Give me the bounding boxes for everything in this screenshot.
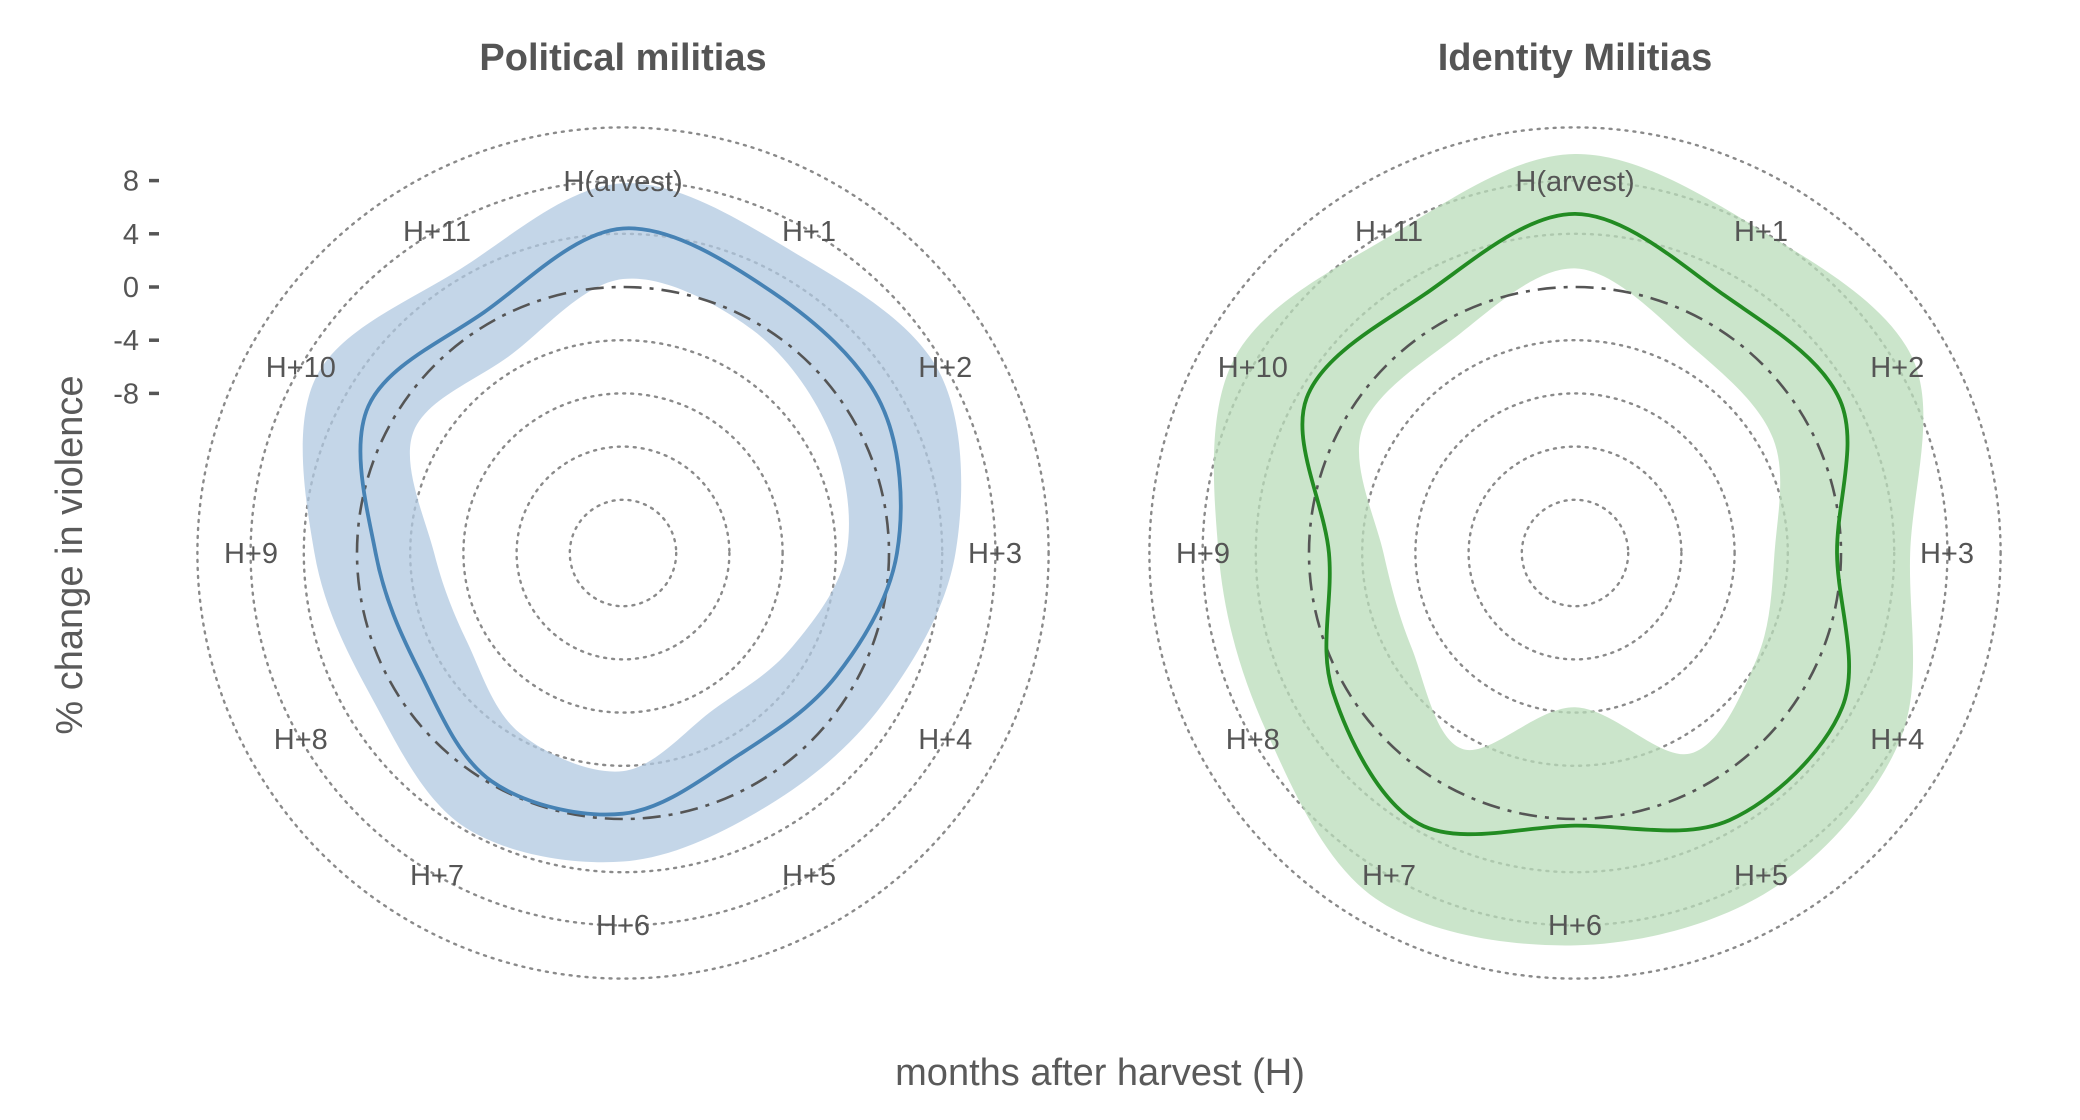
zero-reference-ring — [355, 285, 891, 821]
panel-title: Identity Militias — [1438, 37, 1712, 79]
grid-ring — [1148, 126, 2002, 980]
grid-ring — [1467, 445, 1683, 661]
confidence-band — [302, 183, 962, 863]
spoke-label: H+7 — [1362, 860, 1416, 892]
spoke-label: H+5 — [1734, 860, 1788, 892]
spoke-label: H+2 — [918, 352, 972, 384]
spoke-label: H+8 — [274, 724, 328, 756]
spoke-label: H+4 — [1870, 724, 1924, 756]
spoke-label: H(arvest) — [563, 166, 682, 198]
spoke-label: H+9 — [224, 538, 278, 570]
confidence-band — [1213, 153, 1924, 946]
panel-title: Political militias — [479, 37, 766, 79]
spoke-label: H+9 — [1176, 538, 1230, 570]
spoke-label: H+6 — [596, 910, 650, 942]
y-axis-title: % change in violence — [49, 375, 91, 734]
spoke-label: H+6 — [1548, 910, 1602, 942]
grid-ring — [1520, 498, 1630, 608]
r-tick-label: -4 — [113, 325, 139, 357]
spoke-label: H+1 — [1734, 216, 1788, 248]
estimate-line — [358, 226, 903, 817]
spoke-label: H+3 — [1920, 538, 1974, 570]
r-tick-label: 8 — [123, 166, 139, 198]
grid-ring — [409, 339, 838, 768]
spoke-label: H+5 — [782, 860, 836, 892]
spoke-label: H+1 — [782, 216, 836, 248]
grid-ring — [515, 445, 731, 661]
x-axis-title: months after harvest (H) — [895, 1052, 1305, 1094]
spoke-label: H(arvest) — [1515, 166, 1634, 198]
grid-ring — [196, 126, 1050, 980]
grid-ring — [249, 179, 997, 927]
spoke-label: H+11 — [1355, 216, 1423, 248]
spoke-label: H+10 — [266, 352, 336, 384]
spoke-label: H+3 — [968, 538, 1022, 570]
grid-ring — [568, 498, 678, 608]
r-tick-label: 4 — [123, 219, 139, 251]
spoke-label: H+10 — [1218, 352, 1288, 384]
r-tick-label: 0 — [123, 272, 139, 304]
spoke-label: H+2 — [1870, 352, 1924, 384]
spoke-label: H+4 — [918, 724, 972, 756]
estimate-line — [1300, 211, 1851, 837]
panel-political-militias: Political militias H(arvest) H+1 H+2 H+3 H+4 H… — [113, 37, 1050, 980]
spoke-label: H+7 — [410, 860, 464, 892]
spoke-label: H+11 — [403, 216, 471, 248]
zero-reference-ring — [1307, 285, 1843, 821]
panel-identity-militias: Identity Militias H(arvest) H+1 H+2 H+3 H+4 H+… — [1148, 37, 2002, 980]
grid-ring — [462, 392, 784, 714]
spoke-label: H+8 — [1226, 724, 1280, 756]
grid-ring — [1414, 392, 1736, 714]
r-tick-label: -8 — [113, 378, 139, 410]
